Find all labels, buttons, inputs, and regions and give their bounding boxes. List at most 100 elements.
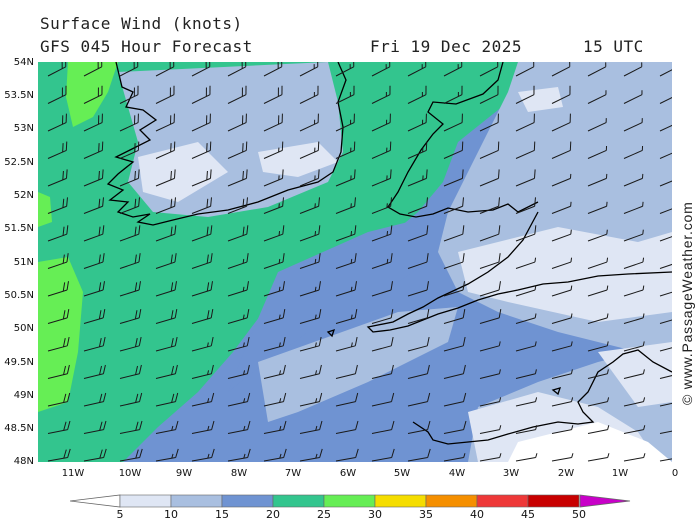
wind-barb xyxy=(227,364,250,379)
colorbar xyxy=(70,494,631,508)
wind-barb xyxy=(227,392,251,407)
wind-barb xyxy=(47,336,70,352)
wind-barb xyxy=(227,85,247,104)
colorbar-high-arrow xyxy=(579,494,631,508)
wind-barb xyxy=(119,392,143,407)
wind-barb xyxy=(335,85,355,104)
wind-field-5kt-6 xyxy=(518,87,563,112)
wind-field-5kt-3 xyxy=(458,227,672,322)
wind-barb xyxy=(443,197,464,214)
wind-barb xyxy=(155,420,179,434)
wind-barb xyxy=(335,113,355,132)
wind-barb xyxy=(191,281,213,297)
wind-field-30kt-north xyxy=(66,62,118,127)
lat-label-49n: 49N xyxy=(13,390,34,401)
lon-label-10w: 10W xyxy=(118,468,142,479)
wind-barb xyxy=(263,309,286,324)
chart-title: Surface Wind (knots) xyxy=(40,14,243,33)
colorbar-label-20: 20 xyxy=(266,508,280,521)
wind-barb xyxy=(551,341,573,352)
wind-barb xyxy=(443,62,463,77)
wind-barb xyxy=(263,336,286,352)
wind-barb xyxy=(263,281,285,297)
colorbar-cell xyxy=(221,494,274,508)
colorbar-cell xyxy=(425,494,478,508)
wind-barb xyxy=(551,201,572,214)
wind-barb xyxy=(551,62,571,77)
wind-barb xyxy=(191,336,214,352)
lat-label-48-5n: 48.5N xyxy=(4,423,34,434)
wind-barb xyxy=(83,197,104,214)
wind-barb xyxy=(623,62,643,77)
wind-barb xyxy=(443,309,466,324)
lon-label-1w: 1W xyxy=(611,468,629,479)
wind-barb xyxy=(263,169,284,187)
wind-barb xyxy=(299,420,323,434)
wind-barb xyxy=(83,448,107,462)
wind-barb xyxy=(119,309,142,324)
wind-barb xyxy=(263,392,287,407)
wind-barb xyxy=(443,364,466,379)
colorbar-label-50: 50 xyxy=(572,508,586,521)
wind-barb xyxy=(47,364,70,379)
wind-barb xyxy=(155,309,178,324)
wind-barb xyxy=(263,420,287,434)
wind-barb xyxy=(335,336,358,352)
wind-barb xyxy=(587,201,608,214)
wind-barb xyxy=(227,253,249,269)
wind-barb xyxy=(191,364,214,379)
lon-label-0: 0 xyxy=(671,468,679,479)
wind-barb xyxy=(371,448,395,462)
wind-barb xyxy=(623,145,644,159)
wind-barb xyxy=(155,253,177,269)
wind-barb xyxy=(443,420,467,434)
wind-barb xyxy=(407,141,428,159)
wind-barb xyxy=(443,336,466,352)
wind-barb xyxy=(551,141,572,159)
wind-barb xyxy=(83,253,105,269)
wind-barb xyxy=(155,141,176,159)
wind-barb xyxy=(155,85,175,104)
wind-barb xyxy=(479,453,502,462)
wind-barb xyxy=(407,448,431,462)
wind-barb xyxy=(191,62,211,77)
wind-barb xyxy=(659,429,672,434)
wind-barb xyxy=(83,141,104,159)
wind-barb xyxy=(443,169,464,187)
wind-barb xyxy=(119,225,141,242)
wind-barb xyxy=(515,169,536,187)
wind-field-5kt-4 xyxy=(598,342,672,407)
wind-barb xyxy=(227,448,251,462)
wind-barb xyxy=(659,373,672,379)
wind-barb xyxy=(659,401,672,407)
wind-barb xyxy=(299,225,321,242)
wind-barb xyxy=(515,197,536,214)
wind-barb xyxy=(191,85,211,104)
wind-barb xyxy=(47,448,71,462)
wind-barb xyxy=(335,62,355,77)
wind-barb xyxy=(191,169,212,187)
forecast-label: GFS 045 Hour Forecast xyxy=(40,37,253,56)
wind-barb xyxy=(515,397,538,407)
wind-barb xyxy=(587,145,608,159)
lat-label-50-5n: 50.5N xyxy=(4,290,34,301)
wind-barb xyxy=(47,113,67,132)
wind-barb xyxy=(587,313,609,324)
wind-barb xyxy=(479,141,500,159)
wind-barb xyxy=(407,62,427,77)
wind-barb xyxy=(515,453,538,462)
wind-barb xyxy=(587,341,609,352)
wind-barb xyxy=(587,62,607,77)
wind-map[interactable] xyxy=(38,62,672,462)
wind-barb xyxy=(515,85,535,104)
forecast-time: 15 UTC xyxy=(583,37,644,56)
wind-barb xyxy=(299,309,322,324)
wind-barb xyxy=(623,257,645,269)
wind-barb xyxy=(191,225,213,242)
wind-barb xyxy=(119,113,139,132)
wind-barb xyxy=(515,285,537,297)
wind-barb xyxy=(227,169,248,187)
wind-barb xyxy=(551,173,572,187)
lat-label-49-5n: 49.5N xyxy=(4,357,34,368)
wind-barb xyxy=(371,62,391,77)
